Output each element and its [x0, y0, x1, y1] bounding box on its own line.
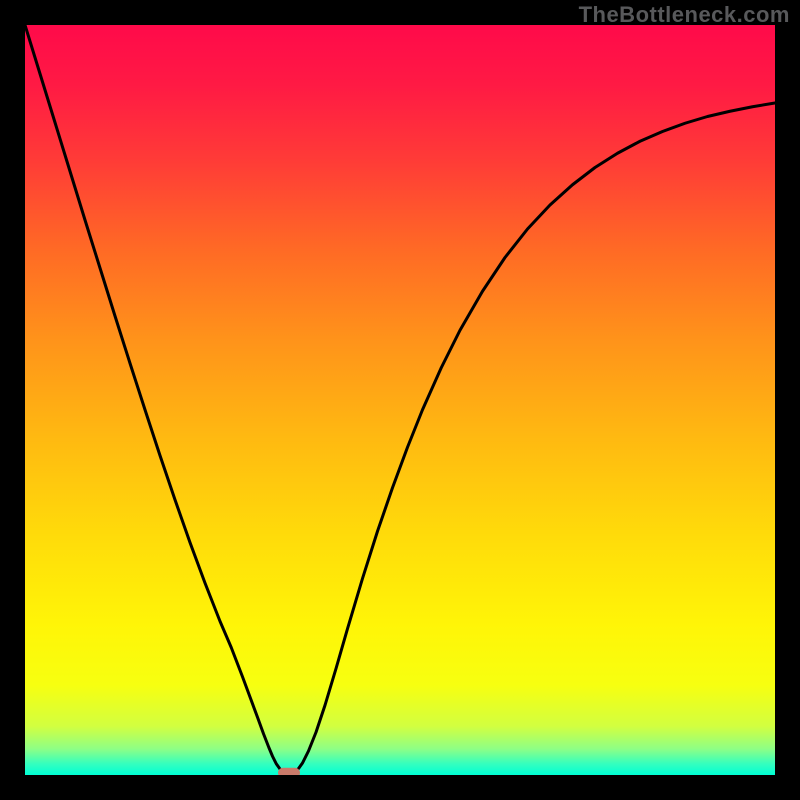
chart-container: TheBottleneck.com: [0, 0, 800, 800]
optimal-point-marker: [279, 768, 300, 775]
gradient-background: [25, 25, 775, 775]
watermark-text: TheBottleneck.com: [579, 2, 790, 28]
plot-svg: [25, 25, 775, 775]
plot-area: [25, 25, 775, 775]
